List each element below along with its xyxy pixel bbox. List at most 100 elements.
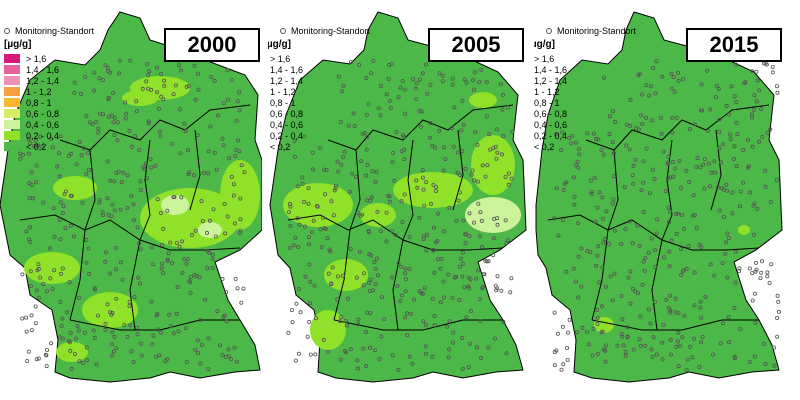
station-marker xyxy=(179,68,184,73)
station-marker xyxy=(576,295,581,300)
station-marker xyxy=(446,355,451,360)
station-marker xyxy=(198,361,203,366)
station-marker xyxy=(432,270,437,275)
station-marker xyxy=(726,236,731,241)
station-marker xyxy=(27,195,32,200)
station-marker xyxy=(389,275,394,280)
station-marker xyxy=(367,252,372,257)
station-marker xyxy=(556,233,561,238)
station-marker xyxy=(157,353,162,358)
station-marker xyxy=(195,338,200,343)
station-marker xyxy=(495,222,500,227)
station-marker xyxy=(336,169,341,174)
station-marker xyxy=(554,348,559,353)
station-marker xyxy=(112,132,117,137)
station-marker xyxy=(18,151,23,156)
station-marker xyxy=(374,169,379,174)
station-marker xyxy=(449,126,454,131)
station-marker xyxy=(610,140,615,145)
legend-class-row: > 1,6 xyxy=(4,53,94,64)
station-marker xyxy=(232,221,237,226)
station-marker xyxy=(171,92,176,97)
station-marker xyxy=(403,111,408,116)
station-marker xyxy=(477,297,482,302)
station-marker xyxy=(770,70,775,75)
station-marker xyxy=(67,280,72,285)
station-marker xyxy=(461,218,466,223)
station-marker xyxy=(157,129,162,134)
station-marker xyxy=(138,187,143,192)
station-marker xyxy=(373,266,378,271)
station-marker xyxy=(390,160,395,165)
station-marker xyxy=(84,237,89,242)
station-marker xyxy=(564,269,569,274)
legend-class-row: 0,2 - 0,4 xyxy=(534,130,636,141)
station-marker xyxy=(470,168,475,173)
station-marker xyxy=(459,128,464,133)
station-marker xyxy=(359,159,364,164)
station-marker xyxy=(38,275,43,280)
station-marker xyxy=(387,62,392,67)
station-marker xyxy=(175,285,180,290)
station-marker xyxy=(376,106,381,111)
station-marker xyxy=(374,256,379,261)
station-marker xyxy=(103,327,108,332)
station-marker xyxy=(649,236,654,241)
station-marker xyxy=(478,210,483,215)
station-marker xyxy=(156,106,161,111)
station-marker xyxy=(472,70,477,75)
station-marker xyxy=(580,325,585,330)
station-marker xyxy=(552,216,557,221)
station-marker xyxy=(607,241,612,246)
station-marker xyxy=(569,141,574,146)
station-marker xyxy=(329,199,334,204)
station-marker xyxy=(672,89,677,94)
station-marker xyxy=(154,90,159,95)
legend-class-row: 0,4 - 0,6 xyxy=(268,119,370,130)
station-marker xyxy=(425,232,430,237)
station-marker xyxy=(488,147,493,152)
station-marker xyxy=(38,134,43,139)
station-marker xyxy=(216,113,221,118)
station-marker xyxy=(52,268,57,273)
station-marker xyxy=(460,148,465,153)
station-marker xyxy=(725,275,730,280)
station-marker xyxy=(308,352,313,357)
station-marker xyxy=(675,70,680,75)
station-marker xyxy=(364,173,369,178)
station-marker xyxy=(639,113,644,118)
station-marker xyxy=(28,225,33,230)
station-marker xyxy=(377,357,382,362)
station-marker xyxy=(472,178,477,183)
station-marker xyxy=(724,103,729,108)
station-marker xyxy=(649,347,654,352)
legend-class-label: 0,8 - 1 xyxy=(534,97,560,108)
station-marker xyxy=(131,218,136,223)
legend-class-label: 1,4 - 1,6 xyxy=(26,64,60,75)
station-marker xyxy=(504,351,509,356)
station-marker xyxy=(366,102,371,107)
station-marker xyxy=(159,242,164,247)
station-marker xyxy=(573,140,578,145)
station-marker xyxy=(750,271,755,276)
station-marker xyxy=(610,298,615,303)
station-marker xyxy=(110,113,115,118)
station-marker xyxy=(495,286,500,291)
station-marker xyxy=(34,357,39,362)
station-marker xyxy=(117,58,122,63)
station-marker xyxy=(360,131,365,136)
station-marker xyxy=(625,334,630,339)
station-marker xyxy=(644,115,649,120)
state-borders xyxy=(287,104,514,331)
station-marker xyxy=(509,276,514,281)
station-marker xyxy=(738,327,743,332)
station-marker xyxy=(604,209,609,214)
station-marker xyxy=(84,260,89,265)
station-marker xyxy=(400,219,405,224)
station-marker xyxy=(234,147,239,152)
station-marker xyxy=(500,107,505,112)
station-marker xyxy=(673,310,678,315)
station-marker xyxy=(498,82,503,87)
station-marker xyxy=(50,286,55,291)
station-marker xyxy=(653,248,658,253)
